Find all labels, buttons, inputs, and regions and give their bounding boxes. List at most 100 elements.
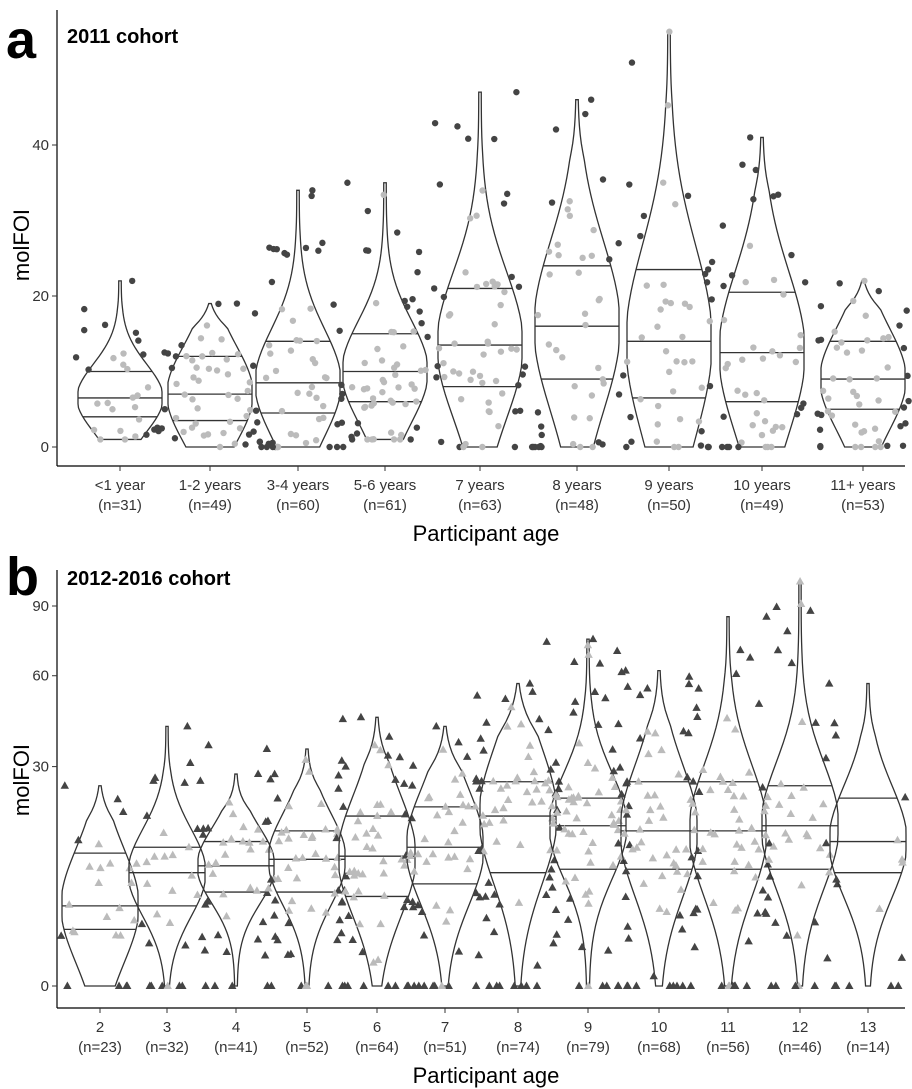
data-point bbox=[737, 843, 746, 851]
data-point bbox=[796, 344, 804, 352]
data-point bbox=[391, 981, 400, 989]
data-point bbox=[183, 721, 192, 730]
data-point bbox=[749, 421, 756, 429]
data-point bbox=[333, 853, 342, 861]
data-point bbox=[643, 727, 652, 735]
data-point bbox=[784, 835, 794, 843]
data-point bbox=[674, 769, 683, 778]
data-point bbox=[761, 801, 771, 809]
data-point bbox=[858, 347, 866, 354]
data-point bbox=[398, 431, 405, 439]
data-point bbox=[284, 801, 294, 810]
violin-shape bbox=[626, 31, 712, 448]
data-point bbox=[482, 913, 491, 922]
data-point bbox=[222, 947, 231, 956]
data-point bbox=[364, 207, 372, 215]
data-point bbox=[545, 872, 554, 881]
data-point bbox=[306, 390, 313, 397]
data-point bbox=[482, 718, 491, 726]
data-point bbox=[362, 829, 371, 837]
data-point bbox=[896, 322, 903, 329]
data-point bbox=[698, 857, 707, 865]
data-point bbox=[56, 931, 66, 939]
data-point bbox=[730, 805, 739, 813]
data-point bbox=[552, 846, 562, 854]
data-point bbox=[538, 431, 545, 439]
data-point bbox=[683, 772, 692, 781]
data-point bbox=[684, 679, 694, 688]
data-point bbox=[569, 797, 578, 806]
data-point bbox=[651, 728, 660, 737]
data-point bbox=[828, 412, 836, 419]
data-point bbox=[450, 775, 460, 783]
data-point bbox=[825, 395, 832, 402]
data-point bbox=[312, 437, 320, 444]
data-point bbox=[688, 799, 697, 807]
data-point bbox=[228, 981, 237, 989]
data-point bbox=[338, 381, 345, 389]
data-point bbox=[281, 249, 288, 257]
data-point bbox=[564, 206, 571, 213]
x-tick-label: 11 bbox=[720, 1019, 736, 1036]
data-point bbox=[307, 904, 316, 912]
data-point bbox=[70, 927, 79, 936]
data-point bbox=[615, 763, 625, 771]
data-point bbox=[503, 722, 512, 730]
data-point bbox=[706, 785, 715, 794]
x-tick-label: 8 bbox=[514, 1019, 522, 1036]
x-tick-label: 10 years bbox=[733, 477, 791, 494]
data-point bbox=[581, 310, 589, 317]
violin-shape bbox=[549, 638, 627, 987]
data-point bbox=[159, 828, 168, 837]
data-point bbox=[450, 852, 459, 860]
data-point bbox=[263, 816, 273, 824]
data-point bbox=[419, 931, 429, 939]
data-point bbox=[808, 813, 817, 821]
data-point bbox=[458, 800, 468, 809]
data-point bbox=[287, 347, 295, 354]
data-point bbox=[649, 971, 658, 980]
data-point bbox=[413, 900, 423, 909]
data-point bbox=[497, 348, 505, 355]
data-point bbox=[478, 811, 488, 819]
x-count-label: (n=50) bbox=[647, 497, 691, 514]
data-point bbox=[188, 424, 196, 431]
data-point bbox=[492, 837, 501, 845]
data-point bbox=[609, 766, 618, 775]
data-point bbox=[181, 940, 190, 949]
data-point bbox=[657, 745, 666, 754]
data-point bbox=[408, 781, 417, 789]
data-point bbox=[198, 830, 208, 838]
data-point bbox=[512, 408, 519, 415]
y-tick-label: 40 bbox=[32, 137, 49, 154]
x-count-label: (n=31) bbox=[98, 497, 142, 514]
data-point bbox=[793, 411, 801, 418]
data-point bbox=[621, 805, 631, 814]
data-point bbox=[422, 857, 431, 865]
data-point bbox=[341, 887, 350, 895]
data-point bbox=[284, 918, 293, 927]
data-point bbox=[489, 278, 496, 285]
data-point bbox=[356, 808, 365, 816]
data-point bbox=[769, 842, 778, 850]
data-point bbox=[742, 391, 749, 398]
data-point bbox=[532, 785, 541, 793]
data-point bbox=[298, 853, 307, 862]
data-point bbox=[495, 422, 502, 430]
data-point bbox=[690, 942, 699, 951]
data-point bbox=[555, 823, 564, 831]
data-point bbox=[490, 805, 500, 814]
data-point bbox=[595, 364, 602, 372]
data-point bbox=[538, 423, 545, 430]
data-point bbox=[292, 873, 302, 882]
data-point bbox=[530, 776, 539, 785]
panel-a-xlabel: Participant age bbox=[413, 521, 560, 546]
data-point bbox=[489, 776, 498, 785]
data-point bbox=[195, 377, 202, 384]
data-point bbox=[368, 436, 376, 443]
data-point bbox=[622, 810, 632, 818]
data-point bbox=[760, 907, 770, 916]
data-point bbox=[120, 350, 127, 357]
data-point bbox=[129, 394, 137, 401]
data-point bbox=[609, 818, 618, 827]
